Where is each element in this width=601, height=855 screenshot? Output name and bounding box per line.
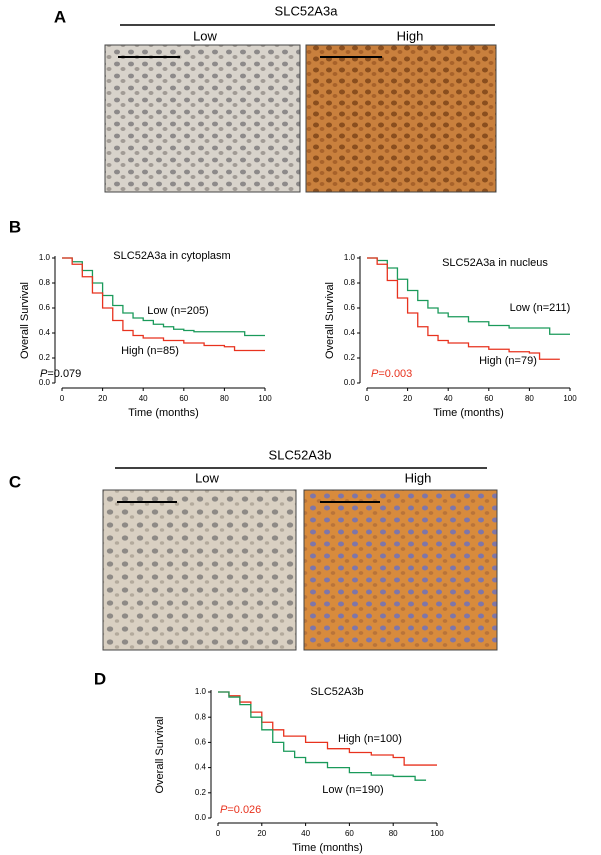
- x-tick-label: 60: [179, 394, 188, 403]
- y-axis-label: Overall Survival: [324, 282, 336, 359]
- x-axis-label: Time (months): [433, 407, 504, 419]
- x-tick-label: 0: [365, 394, 370, 403]
- y-tick-label: 0.0: [344, 378, 356, 387]
- x-tick-label: 40: [444, 394, 453, 403]
- p-number: =0.026: [227, 804, 261, 816]
- y-tick-label: 0.8: [344, 278, 356, 287]
- chart-title: SLC52A3a in nucleus: [442, 257, 548, 269]
- p-value: P=0.079: [40, 368, 81, 380]
- y-tick-label: 0.2: [344, 353, 356, 362]
- micrograph: [305, 44, 497, 193]
- x-tick-label: 0: [216, 829, 221, 838]
- y-tick-label: 0.0: [39, 378, 51, 387]
- panel-title: SLC52A3b: [269, 447, 332, 462]
- x-tick-label: 20: [98, 394, 107, 403]
- p-number: =0.003: [378, 368, 412, 380]
- y-tick-label: 1.0: [195, 687, 207, 696]
- y-tick-label: 0.4: [39, 328, 51, 337]
- y-tick-label: 0.6: [344, 303, 356, 312]
- x-tick-label: 60: [484, 394, 493, 403]
- y-tick-label: 0.2: [195, 788, 207, 797]
- series-label: High (n=85): [121, 345, 179, 357]
- y-tick-label: 0.2: [39, 353, 51, 362]
- p-symbol: P: [40, 368, 48, 380]
- x-tick-label: 80: [525, 394, 534, 403]
- panel-letter: A: [54, 7, 66, 26]
- y-axis-label: Overall Survival: [19, 282, 31, 359]
- y-tick-label: 0.6: [195, 738, 207, 747]
- y-tick-label: 0.4: [195, 763, 207, 772]
- y-tick-label: 0.0: [195, 813, 207, 822]
- x-tick-label: 80: [389, 829, 398, 838]
- micrograph: [303, 489, 498, 651]
- series-label: Low (n=190): [322, 784, 383, 796]
- x-tick-label: 100: [563, 394, 577, 403]
- series-label: High (n=79): [479, 355, 537, 367]
- panel-letter: D: [94, 669, 106, 688]
- series-label: Low (n=205): [147, 305, 208, 317]
- x-axis-label: Time (months): [128, 407, 199, 419]
- p-symbol: P: [220, 804, 228, 816]
- panel-letter: C: [9, 472, 21, 491]
- x-tick-label: 40: [139, 394, 148, 403]
- series-label: Low (n=211): [510, 302, 571, 314]
- panel-letter: B: [9, 217, 21, 236]
- y-tick-label: 0.6: [39, 303, 51, 312]
- p-number: =0.079: [47, 368, 81, 380]
- chart-title: SLC52A3b: [310, 686, 363, 698]
- y-tick-label: 1.0: [344, 253, 356, 262]
- x-tick-label: 60: [345, 829, 354, 838]
- survival-curve: [218, 691, 437, 766]
- p-value: P=0.003: [371, 368, 412, 380]
- x-tick-label: 40: [301, 829, 310, 838]
- group-label: High: [405, 470, 432, 485]
- micrograph: [102, 489, 297, 651]
- x-tick-label: 20: [403, 394, 412, 403]
- p-value: P=0.026: [220, 804, 261, 816]
- x-tick-label: 20: [257, 829, 266, 838]
- y-tick-label: 0.8: [195, 712, 207, 721]
- panel-title: SLC52A3a: [275, 3, 339, 18]
- survival-curve: [367, 257, 570, 335]
- chart-title: SLC52A3a in cytoplasm: [113, 250, 230, 262]
- y-tick-label: 0.8: [39, 278, 51, 287]
- micrograph: [104, 44, 301, 193]
- survival-curve: [62, 257, 265, 337]
- y-tick-label: 1.0: [39, 253, 51, 262]
- survival-curve: [62, 257, 265, 352]
- x-tick-label: 100: [258, 394, 272, 403]
- survival-curve: [367, 257, 560, 360]
- group-label: Low: [195, 470, 219, 485]
- x-tick-label: 80: [220, 394, 229, 403]
- x-axis-label: Time (months): [292, 842, 363, 854]
- x-tick-label: 100: [430, 829, 444, 838]
- group-label: Low: [193, 28, 217, 43]
- series-label: High (n=100): [338, 733, 402, 745]
- y-axis-label: Overall Survival: [154, 716, 166, 793]
- y-tick-label: 0.4: [344, 328, 356, 337]
- p-symbol: P: [371, 368, 379, 380]
- x-tick-label: 0: [60, 394, 65, 403]
- survival-curve: [218, 691, 427, 781]
- group-label: High: [397, 28, 424, 43]
